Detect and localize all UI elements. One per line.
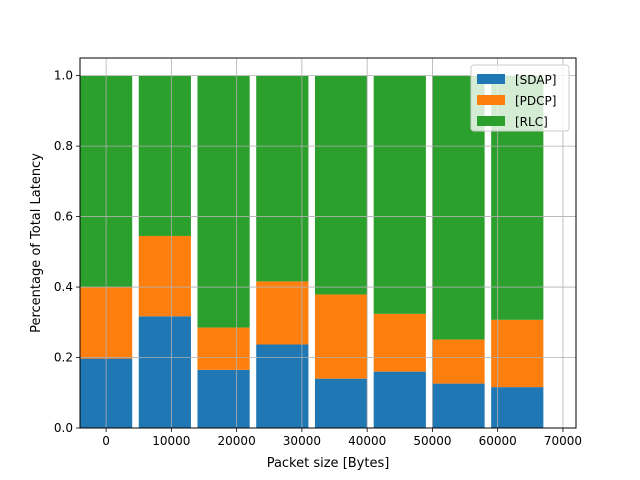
y-axis-label: Percentage of Total Latency: [29, 153, 44, 333]
legend-swatch-sdap: [477, 74, 505, 84]
bar-sdap-4: [314, 378, 368, 428]
bar-sdap-5: [373, 371, 426, 428]
bar-pdcp-2: [197, 327, 250, 370]
y-tick-label-4: 0.8: [54, 139, 73, 153]
y-tick-label-0: 0.0: [54, 421, 73, 435]
x-tick-label-1: 10000: [152, 434, 190, 448]
bar-rlc-5: [373, 75, 426, 314]
legend-swatch-rlc: [477, 116, 505, 126]
bar-rlc-2: [197, 75, 250, 328]
legend-label-pdcp: [PDCP]: [515, 94, 556, 108]
bar-sdap-1: [138, 316, 191, 428]
bar-pdcp-4: [314, 294, 368, 379]
x-tick-label-5: 50000: [413, 434, 451, 448]
bar-rlc-1: [138, 75, 191, 236]
legend: [SDAP] [PDCP] [RLC]: [470, 64, 570, 132]
x-tick-label-6: 60000: [479, 434, 517, 448]
x-tick-label-2: 20000: [218, 434, 256, 448]
bar-pdcp-5: [373, 313, 426, 372]
legend-label-sdap: [SDAP]: [515, 73, 556, 87]
x-axis-label: Packet size [Bytes]: [267, 456, 390, 471]
x-tick-label-3: 30000: [283, 434, 321, 448]
x-tick-label-0: 0: [102, 434, 110, 448]
y-tick-label-3: 0.6: [54, 210, 73, 224]
bar-pdcp-3: [256, 281, 309, 345]
y-tick-label-5: 1.0: [54, 69, 73, 83]
x-tick-label-7: 70000: [544, 434, 582, 448]
bar-rlc-3: [256, 75, 309, 282]
bar-rlc-4: [314, 75, 368, 295]
bar-pdcp-1: [138, 235, 191, 317]
bar-sdap-3: [256, 344, 309, 428]
bar-sdap-2: [197, 369, 250, 428]
legend-swatch-pdcp: [477, 95, 505, 105]
x-ticks: 0 10000 20000 30000 40000 50000 60000 70000: [102, 428, 582, 448]
y-tick-label-2: 0.4: [54, 280, 73, 294]
x-tick-label-4: 40000: [348, 434, 386, 448]
bar-sdap-6: [432, 383, 485, 428]
bar-pdcp-6: [432, 339, 485, 384]
y-tick-label-1: 0.2: [54, 351, 73, 365]
bar-sdap-7: [491, 387, 544, 428]
legend-label-rlc: [RLC]: [515, 115, 548, 129]
bar-pdcp-7: [491, 319, 544, 388]
y-ticks: 0.0 0.2 0.4 0.6 0.8 1.0: [54, 69, 80, 435]
axes-frame: [79, 57, 577, 429]
